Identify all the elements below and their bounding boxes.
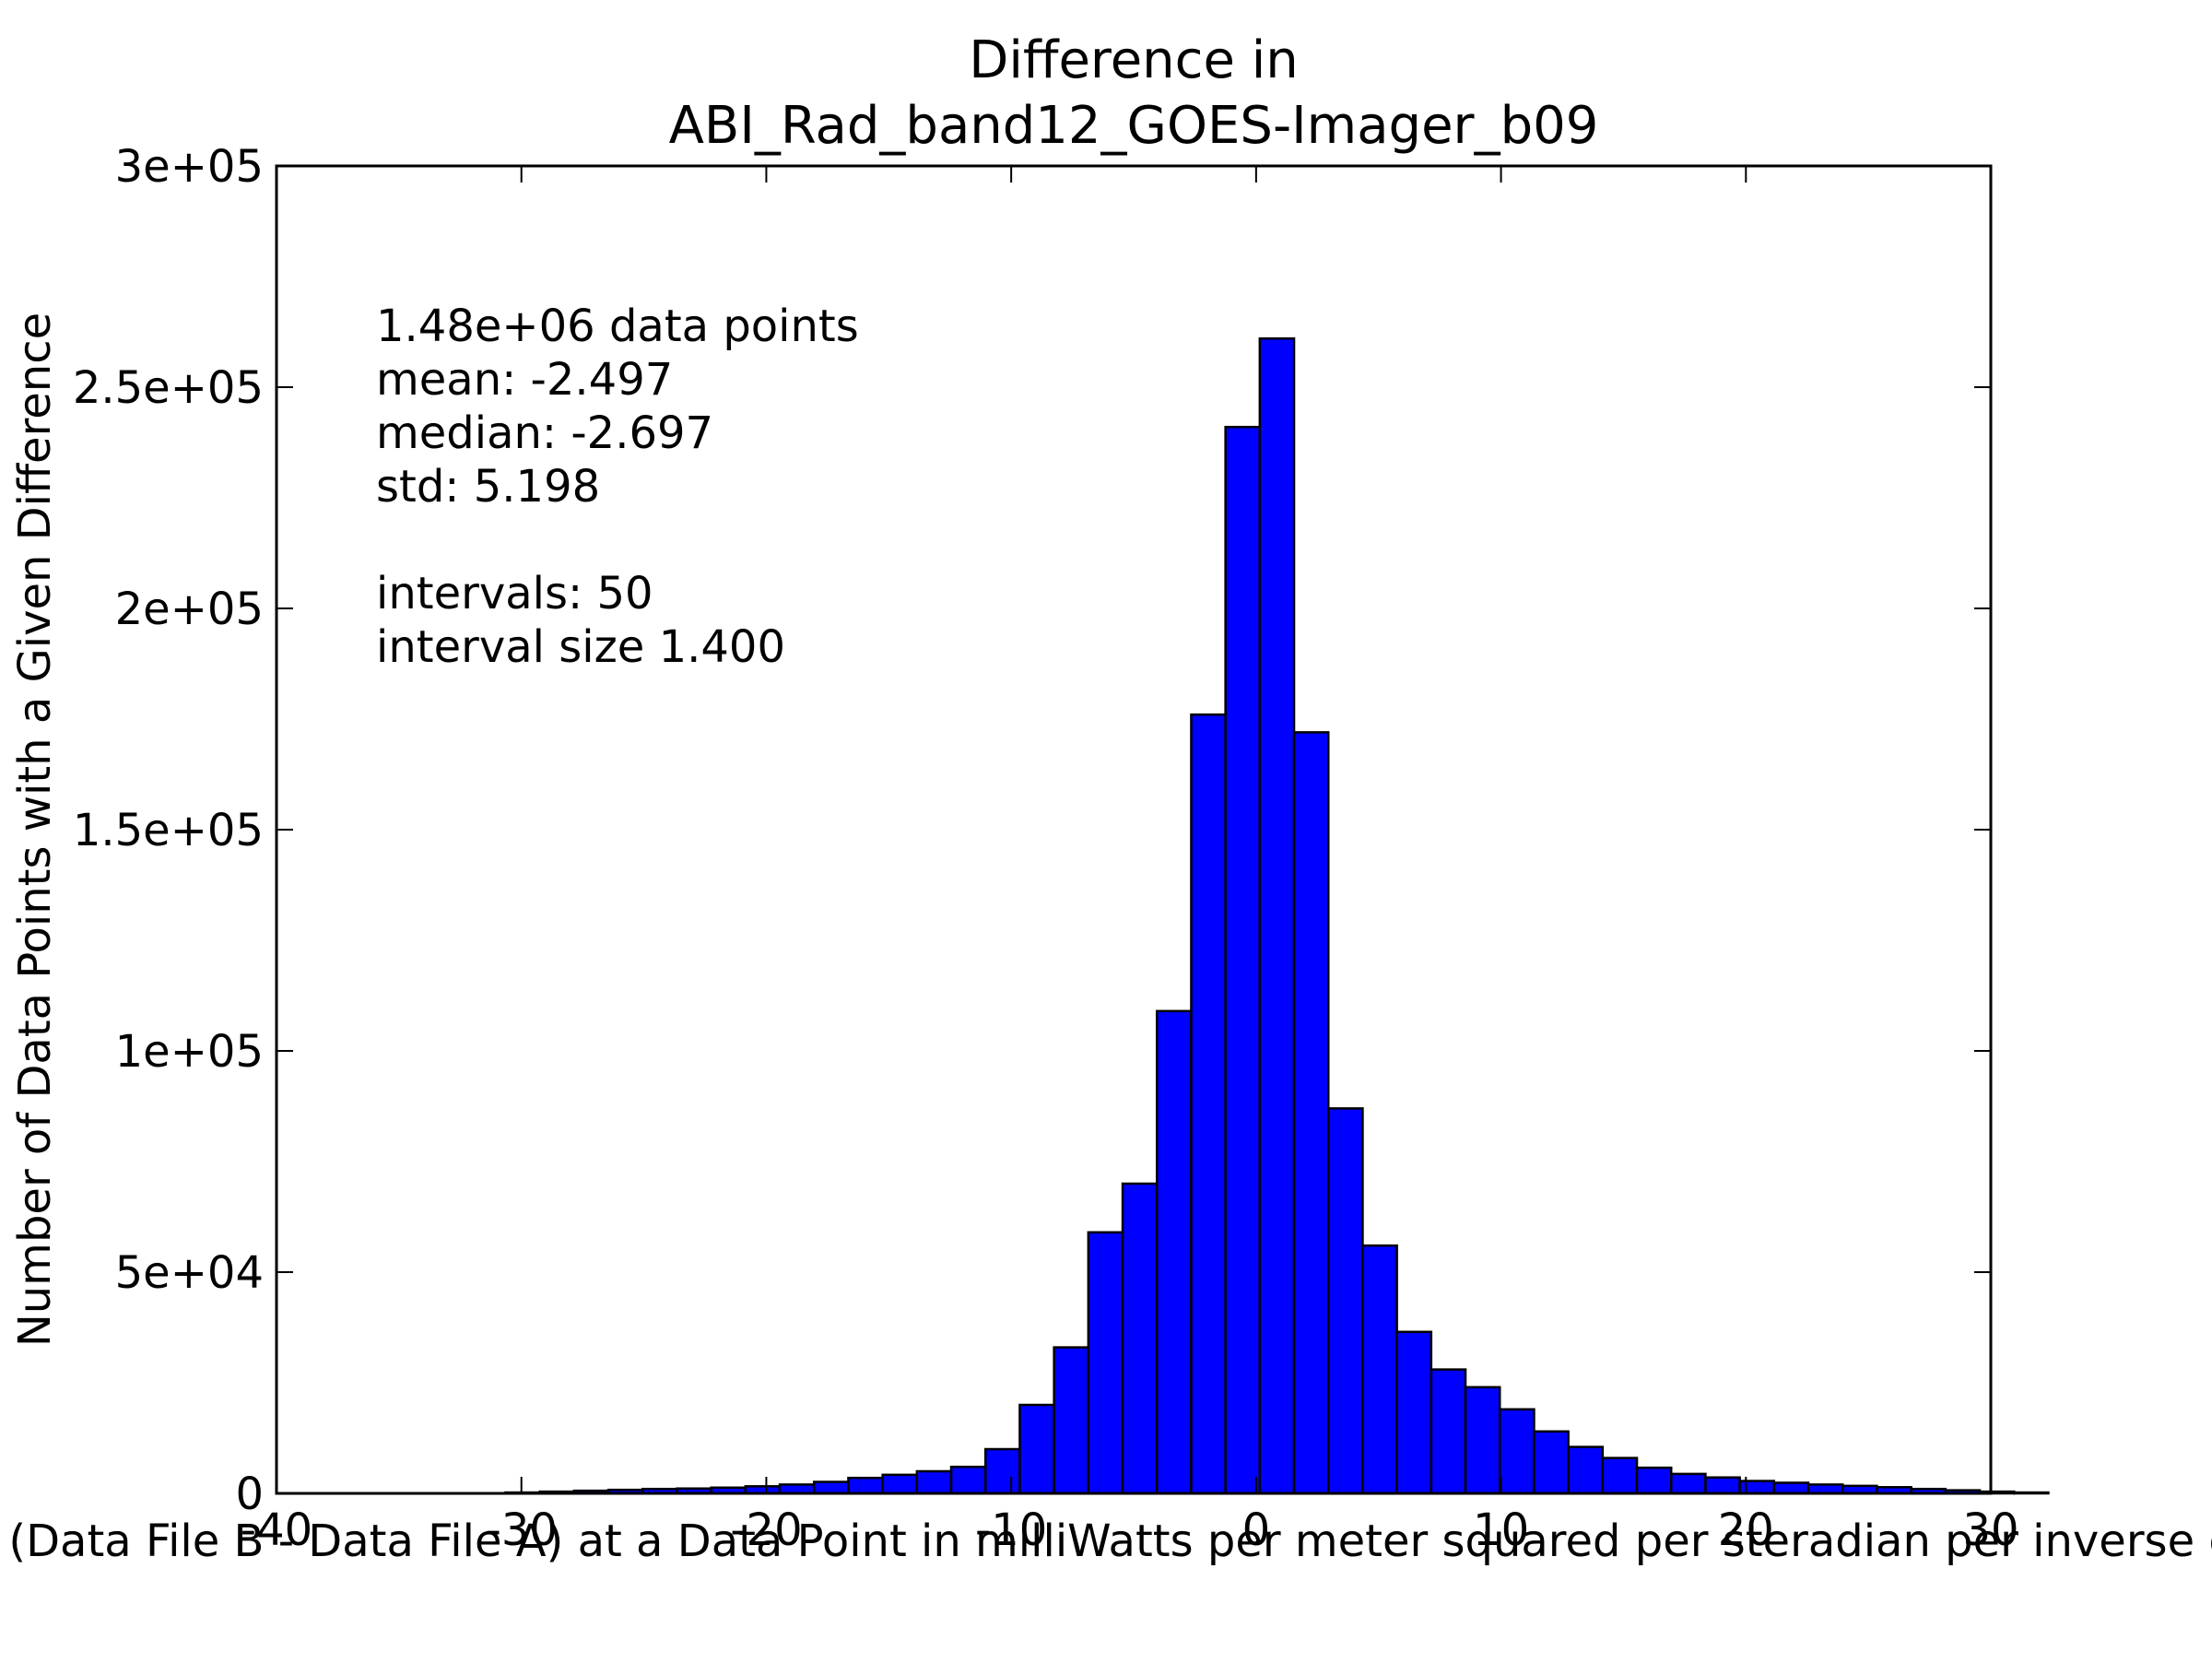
histogram-bar	[1464, 1386, 1501, 1495]
x-tick-label: -20	[730, 1504, 802, 1556]
stat-interval-size: interval size 1.400	[376, 621, 785, 673]
stat-data-points: 1.48e+06 data points	[376, 301, 859, 352]
x-tick-label: -30	[486, 1504, 558, 1556]
histogram-bar	[915, 1469, 953, 1495]
chart-title-line-2: ABI_Rad_band12_GOES-Imager_b09	[669, 96, 1599, 156]
ticks-layer: -40 -30 -20 -10 0 10 20 30 0 5e+04 1e+05 1.5e+05 2e+…	[73, 141, 2019, 1556]
histogram-bar	[1533, 1430, 1570, 1495]
x-tick-label: 30	[1962, 1504, 2018, 1556]
histogram-bar	[1224, 425, 1262, 1495]
y-tick-label: 5e+04	[115, 1247, 264, 1299]
histogram-bar	[1395, 1330, 1433, 1495]
histogram-bar	[1326, 1107, 1364, 1495]
histogram-bar	[1738, 1480, 1776, 1495]
y-tick-label: 0	[235, 1468, 264, 1520]
histogram-bar	[1018, 1403, 1055, 1495]
y-tick-label: 1.5e+05	[73, 805, 264, 856]
stat-mean: mean: -2.497	[376, 354, 673, 406]
x-tick-label: 10	[1473, 1504, 1529, 1556]
y-tick-label: 2e+05	[115, 584, 264, 635]
plot-frame	[275, 164, 1993, 1495]
histogram-bar	[1430, 1368, 1467, 1495]
stats-annotation: 1.48e+06 data points mean: -2.497 median…	[376, 301, 859, 673]
histogram-bar	[1053, 1346, 1090, 1495]
histogram-bar	[1601, 1457, 1639, 1495]
histogram-bar	[1190, 713, 1227, 1495]
histogram-bar	[1121, 1182, 1159, 1495]
y-tick-label: 2.5e+05	[73, 362, 264, 414]
stat-intervals: intervals: 50	[376, 568, 653, 619]
y-axis-label: Number of Data Points with a Given Diffe…	[9, 313, 61, 1347]
histogram-bar	[2012, 1491, 2050, 1495]
x-tick-label: -40	[241, 1504, 312, 1556]
histogram-bar	[1567, 1445, 1605, 1495]
histogram-bar	[1772, 1481, 1810, 1495]
histogram-bar	[1361, 1244, 1398, 1495]
histogram-bar	[881, 1473, 919, 1495]
histogram-bar	[1669, 1472, 1707, 1495]
histogram-bar	[1087, 1231, 1124, 1495]
bars-layer	[504, 336, 2050, 1495]
x-tick-label: 20	[1718, 1504, 1774, 1556]
x-tick-label: 0	[1242, 1504, 1271, 1556]
histogram-bar	[1704, 1476, 1741, 1495]
y-tick-label: 1e+05	[115, 1026, 264, 1078]
histogram-bar	[1498, 1408, 1535, 1495]
histogram-bar	[1292, 731, 1330, 1495]
histogram-bar	[1155, 1009, 1193, 1495]
chart-title-line-1: Difference in	[969, 30, 1299, 90]
stat-median: median: -2.697	[376, 407, 713, 459]
histogram-bar	[1258, 336, 1296, 1495]
histogram-bar	[1635, 1466, 1673, 1495]
histogram-bar	[983, 1447, 1021, 1495]
y-tick-label: 3e+05	[115, 141, 264, 193]
x-axis-label: Value of (Data File B - Data File A) at …	[0, 1516, 2212, 1567]
histogram-bar	[812, 1480, 850, 1495]
stat-std: std: 5.198	[376, 461, 600, 513]
histogram-bar	[847, 1476, 884, 1495]
histogram-bar	[949, 1465, 987, 1495]
x-tick-label: -10	[975, 1504, 1047, 1556]
